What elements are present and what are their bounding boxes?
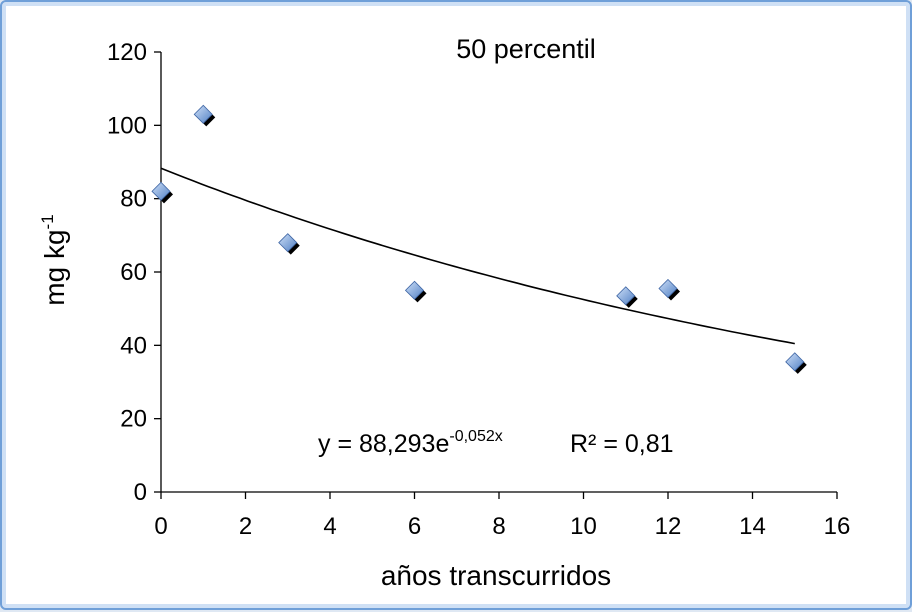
x-tick-label: 6: [408, 513, 421, 540]
x-tick-label: 12: [655, 513, 682, 540]
trendline: [160, 167, 795, 345]
trendline-equation: y = 88,293e-0,052x: [318, 428, 503, 458]
data-point-marker: [404, 280, 425, 300]
x-tick-label: 10: [570, 513, 597, 540]
x-tick-label: 2: [239, 513, 252, 540]
y-tick-label: 40: [120, 332, 147, 359]
y-tick-label: 60: [120, 259, 147, 286]
y-tick-label: 80: [120, 186, 147, 213]
x-axis-title: años transcurridos: [381, 560, 611, 591]
x-tick-label: 14: [739, 513, 766, 540]
chart-title: 50 percentil: [456, 34, 596, 64]
x-tick-label: 16: [824, 513, 851, 540]
data-point-marker: [193, 104, 213, 124]
data-point: [151, 181, 173, 204]
data-point-marker: [785, 352, 805, 372]
data-point: [785, 352, 807, 374]
y-axis: 0 20 40 60 80 100 120: [107, 39, 162, 506]
data-point-marker: [151, 181, 171, 201]
x-axis: 0 2 4 6 8 10 12 14 16: [154, 491, 851, 540]
equation-exponent: -0,052x: [449, 428, 502, 445]
y-tick-label: 120: [107, 39, 147, 66]
data-point: [404, 280, 427, 303]
y-axis-title-superscript: -1: [38, 214, 57, 229]
x-tick-label: 0: [154, 513, 167, 540]
data-point: [278, 233, 300, 255]
y-tick-label: 100: [107, 112, 147, 139]
data-point-marker: [658, 278, 678, 299]
data-point: [193, 104, 216, 127]
data-points: [151, 104, 807, 374]
equation-base: y = 88,293e: [318, 430, 449, 458]
r-squared-label: R² = 0,81: [570, 430, 674, 458]
y-tick-label: 20: [120, 406, 147, 433]
y-tick-label: 0: [134, 479, 147, 506]
data-point-marker: [616, 286, 636, 306]
data-point-marker: [278, 233, 298, 253]
data-point: [658, 278, 680, 301]
y-axis-title-base: mg kg: [39, 229, 70, 305]
trendline-layer: [160, 167, 795, 345]
data-point: [616, 286, 638, 308]
x-tick-label: 8: [492, 513, 505, 540]
y-axis-title: mg kg-1: [38, 214, 70, 305]
x-tick-label: 4: [323, 513, 336, 540]
